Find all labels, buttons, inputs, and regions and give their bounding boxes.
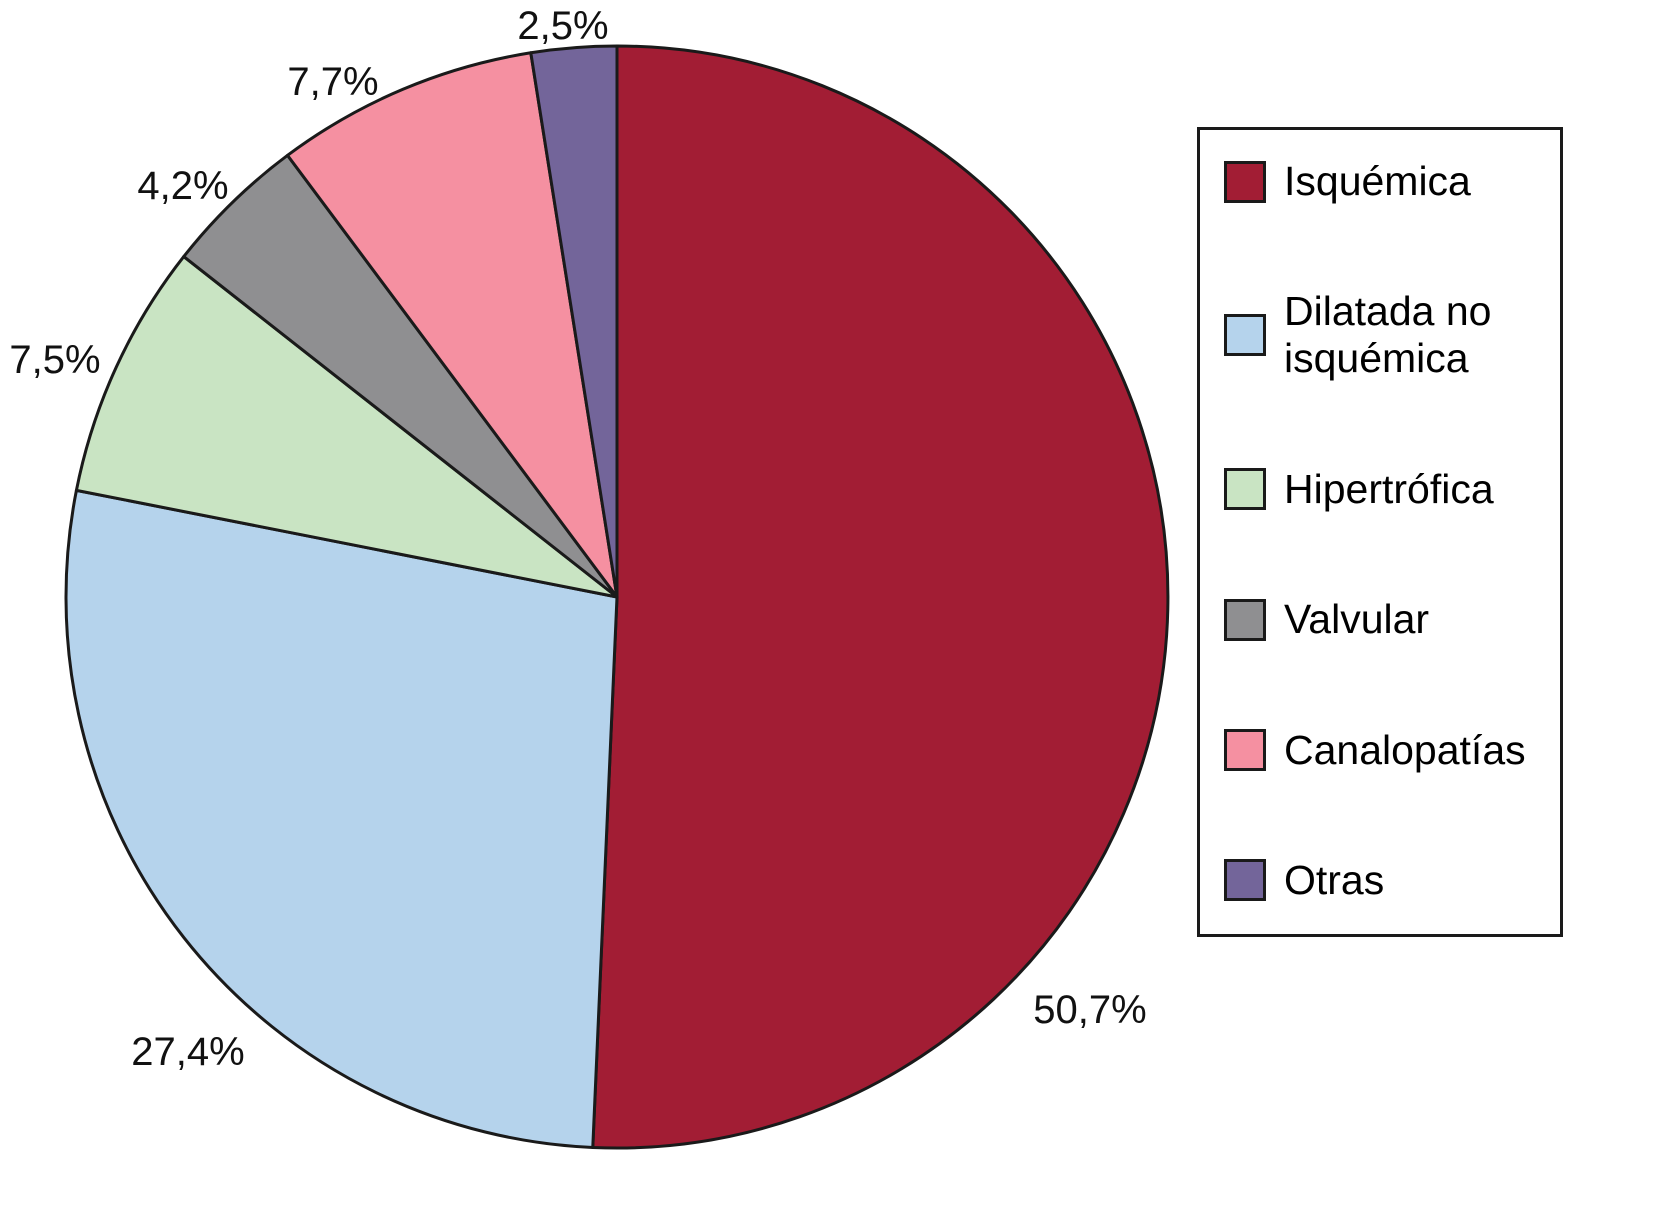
slice-label-dilatada: 27,4% [131,1030,245,1074]
slice-label-otras: 2,5% [517,4,609,48]
pie-slice-2 [64,488,619,1149]
legend-label-otras: Otras [1284,856,1385,903]
legend-swatch-isquemica [1224,160,1266,203]
legend-item-canalopatias: Canalopatías [1224,727,1542,774]
legend-label-hipertrofica: Hipertrófica [1284,465,1494,512]
slice-label-valvular: 4,2% [137,164,229,208]
slice-label-isquemica: 50,7% [1033,988,1147,1032]
legend-swatch-valvular [1224,598,1266,641]
legend-item-valvular: Valvular [1224,596,1542,643]
legend-item-hipertrofica: Hipertrófica [1224,466,1542,513]
slice-label-canalopatias: 7,7% [287,60,379,104]
legend-swatch-canalopatias [1224,729,1266,772]
legend-label-isquemica: Isquémica [1284,158,1471,204]
legend-swatch-otras [1224,859,1266,902]
legend-swatch-hipertrofica [1224,468,1266,511]
legend-label-valvular: Valvular [1284,596,1430,643]
legend-item-isquemica: Isquémica [1224,158,1542,205]
legend-swatch-dilatada [1224,314,1266,357]
legend: Isquémica Dilatada no isquémica Hipertró… [1197,127,1563,937]
pie-slice-3 [74,255,619,599]
pie-slice-1 [591,44,1170,1150]
slice-label-hipertrofica: 7,5% [9,338,101,382]
legend-item-dilatada: Dilatada no isquémica [1224,288,1542,382]
legend-label-canalopatias: Canalopatías [1284,726,1526,773]
legend-label-dilatada: Dilatada no isquémica [1284,288,1492,382]
legend-item-otras: Otras [1224,857,1542,904]
pie-slice-6 [529,44,619,599]
pie-slice-5 [286,51,619,599]
